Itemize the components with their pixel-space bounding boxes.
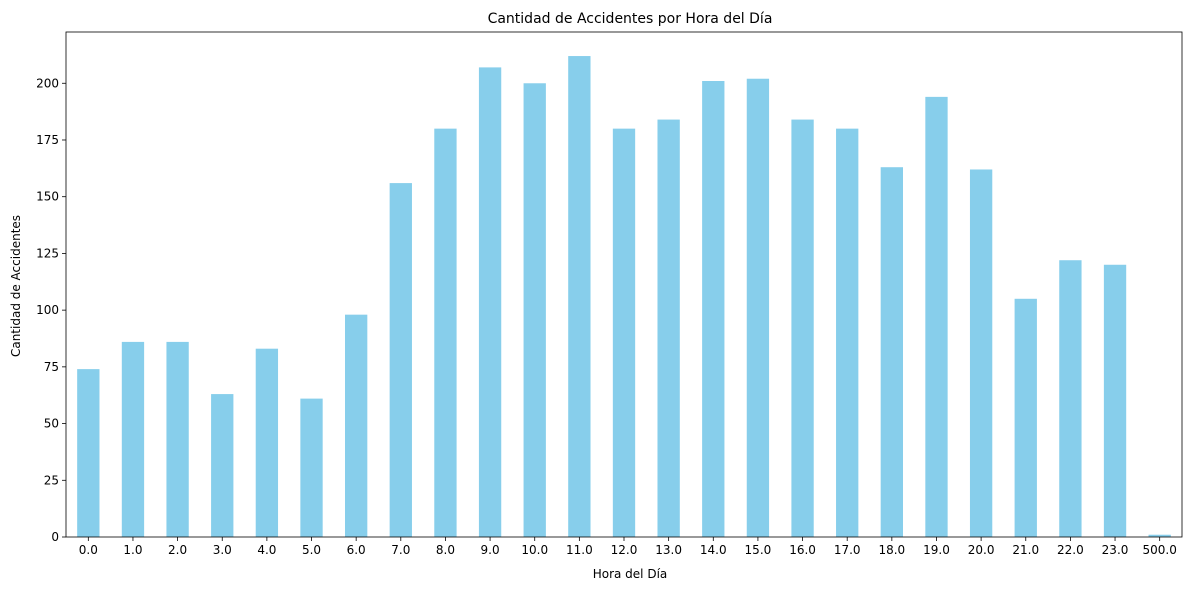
bar: [523, 83, 546, 538]
x-tick-label: 15.0: [745, 543, 772, 557]
bar: [121, 341, 145, 537]
x-tick-label: 23.0: [1102, 543, 1129, 557]
chart-title: Cantidad de Accidentes por Hora del Día: [488, 11, 773, 27]
x-tick-label: 4.0: [257, 543, 276, 557]
x-tick-label: 21.0: [1012, 543, 1039, 557]
x-tick-label: 6.0: [347, 543, 366, 557]
y-tick-label: 100: [36, 303, 59, 317]
bar: [568, 56, 591, 538]
x-tick-label: 1.0: [123, 543, 142, 557]
x-tick-label: 3.0: [213, 543, 232, 557]
y-tick-label: 25: [44, 473, 59, 487]
x-axis-label: Hora del Día: [593, 567, 668, 581]
x-tick-label: 8.0: [436, 543, 455, 557]
bar: [77, 369, 100, 537]
bar: [791, 119, 814, 537]
bar: [345, 314, 368, 537]
bar: [166, 341, 189, 537]
x-tick-label: 13.0: [655, 543, 682, 557]
bar: [434, 128, 457, 537]
bar: [1103, 264, 1127, 537]
bar: [1148, 534, 1171, 537]
y-tick-label: 200: [36, 76, 59, 90]
axes-frame: [65, 31, 1183, 538]
bar: [478, 67, 502, 537]
bar: [836, 128, 859, 537]
x-tick-label: 12.0: [611, 543, 638, 557]
y-tick-label: 125: [36, 246, 59, 260]
plot-area: 0.0 1.0 2.0 3.0 4.0 5.0 6.0 7.0 8.0 9.0 10.0 11.0 12…: [36, 31, 1183, 557]
x-tick-label: 7.0: [391, 543, 410, 557]
x-tick-label: 2.0: [168, 543, 187, 557]
bar: [255, 348, 279, 537]
bar: [702, 81, 725, 537]
bar: [969, 169, 993, 538]
bar: [612, 128, 636, 537]
y-tick-label: 50: [44, 417, 59, 431]
bar: [657, 119, 680, 537]
x-tick-label: 10.0: [521, 543, 548, 557]
y-tick-label: 175: [36, 133, 59, 147]
x-tick-label: 22.0: [1057, 543, 1084, 557]
x-tick-label: 17.0: [834, 543, 861, 557]
x-tick-label: 9.0: [481, 543, 500, 557]
x-tick-label: 500.0: [1143, 543, 1177, 557]
x-tick-label: 5.0: [302, 543, 321, 557]
y-tick-label: 0: [51, 530, 59, 544]
x-tick-label: 18.0: [878, 543, 905, 557]
x-tick-label: 20.0: [968, 543, 995, 557]
bar: [1059, 260, 1082, 537]
bar: [300, 398, 323, 537]
bar: [211, 394, 234, 537]
x-tick-label: 16.0: [789, 543, 816, 557]
y-tick-label: 75: [44, 360, 59, 374]
bar: [925, 96, 948, 537]
x-tick-label: 19.0: [923, 543, 950, 557]
x-tick-label: 14.0: [700, 543, 727, 557]
bar: [1014, 298, 1037, 537]
y-tick-label: 150: [36, 190, 59, 204]
x-tick-label: 0.0: [79, 543, 98, 557]
y-axis-label: Cantidad de Accidentes: [9, 215, 23, 357]
bar: [389, 183, 412, 537]
bar: [880, 167, 903, 537]
x-tick-label: 11.0: [566, 543, 593, 557]
bar: [746, 78, 770, 537]
